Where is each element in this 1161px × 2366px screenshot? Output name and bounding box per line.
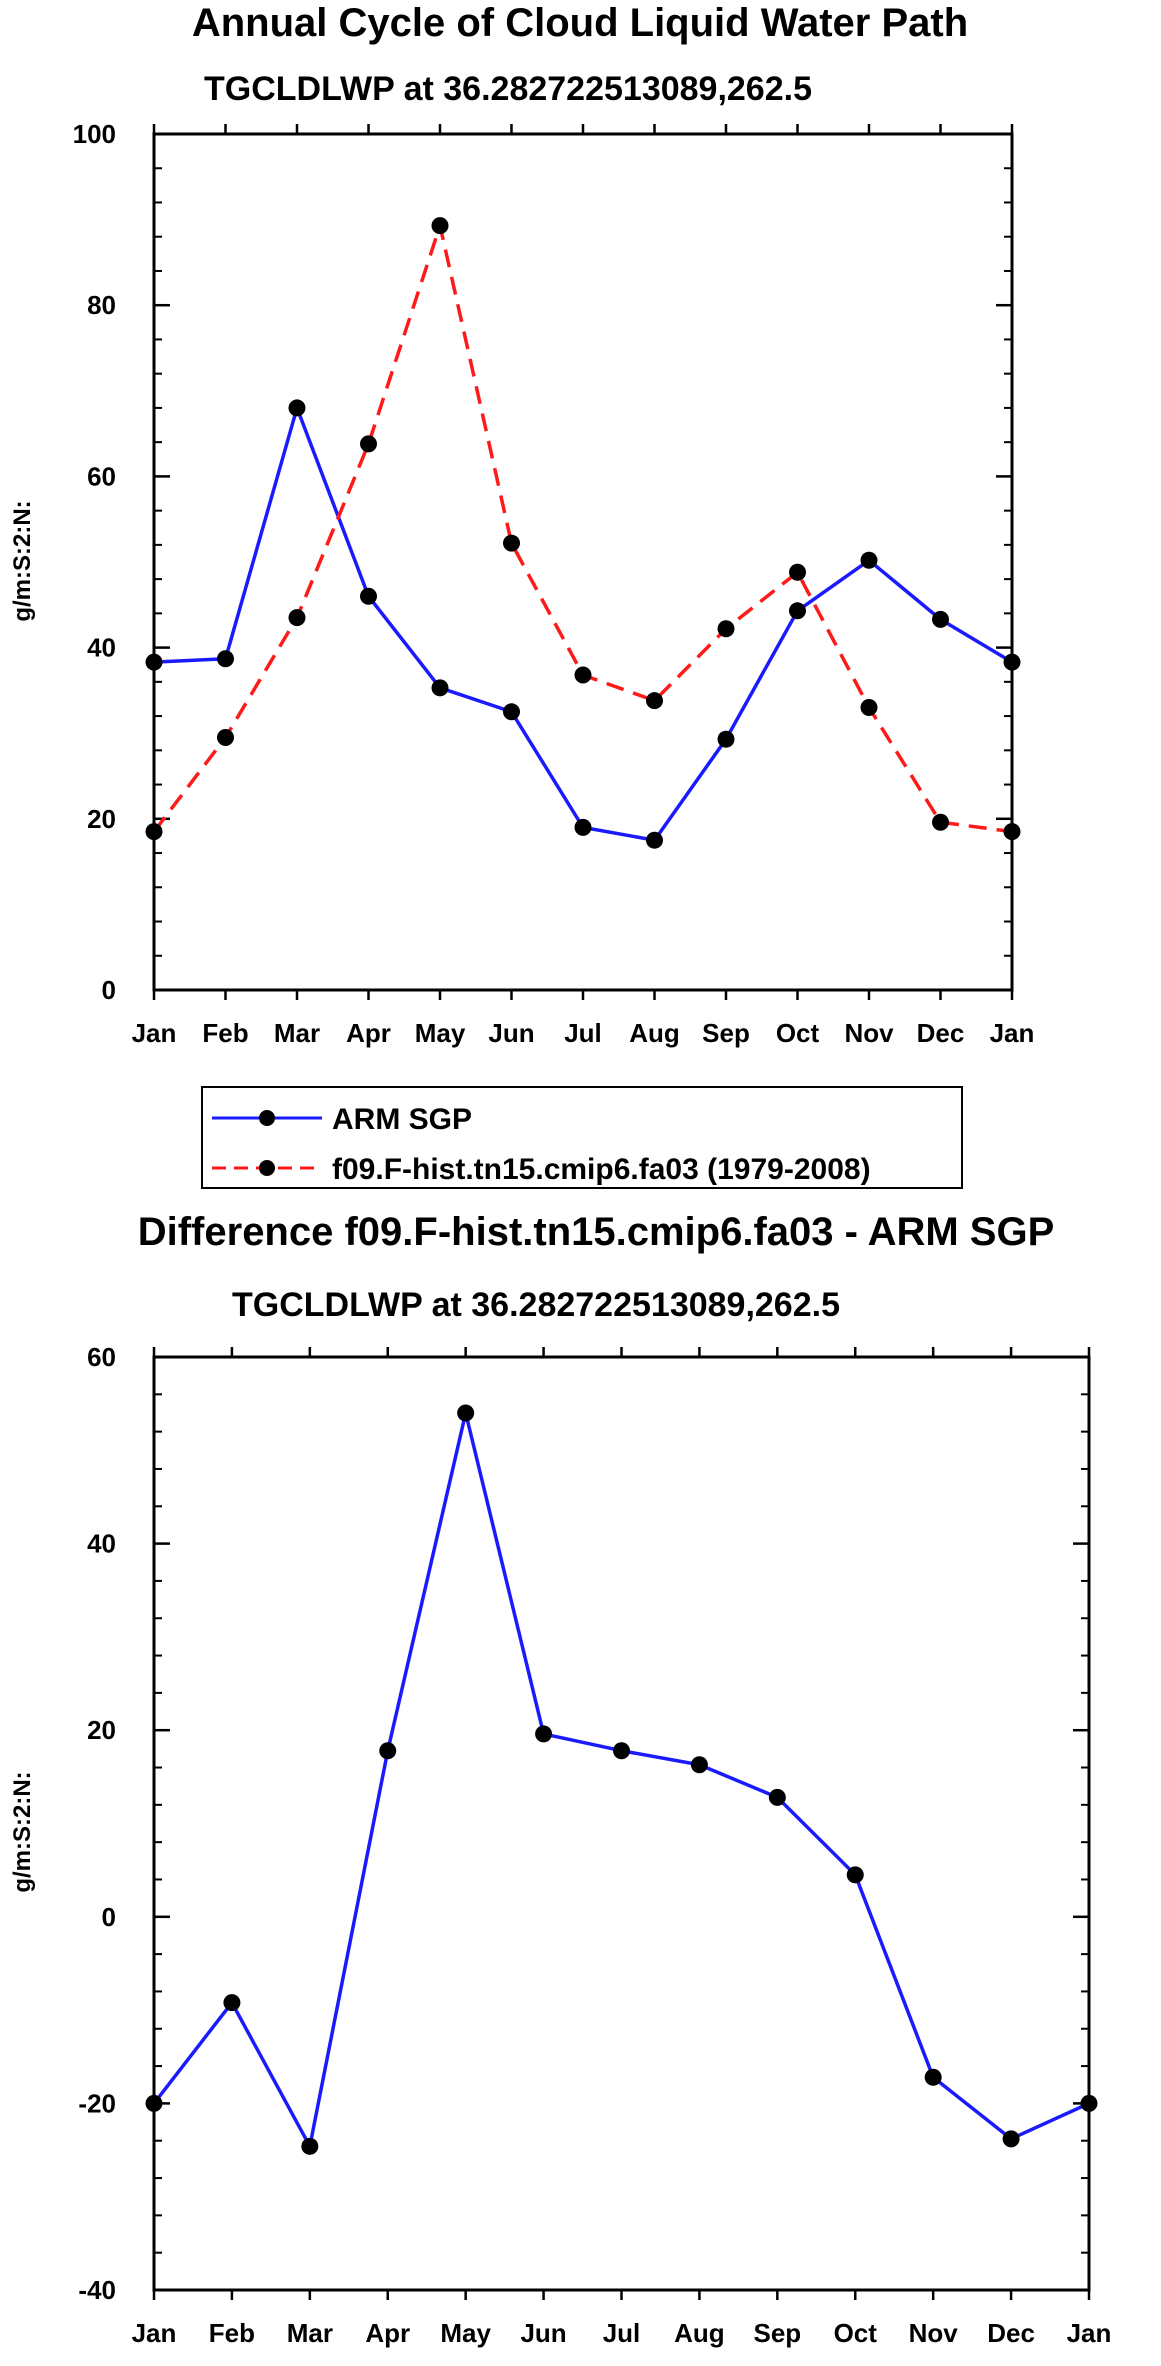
chart-1-xtick-label: Sep	[702, 1018, 750, 1048]
chart-1-ytick-label: 60	[87, 461, 116, 491]
chart-2-frame	[152, 1355, 1091, 2292]
chart-1-xtick-label: Jul	[564, 1018, 602, 1048]
chart-2-data-point	[301, 2137, 319, 2155]
chart-2-ytick-label: 60	[87, 1342, 116, 1372]
chart-1-xtick-label: Jan	[132, 1018, 177, 1048]
chart-1-data-point	[360, 435, 377, 453]
chart-1-subtitle: TGCLDLWP at 36.282722513089,262.5	[204, 70, 812, 108]
chart-2-xtick-label: Nov	[909, 2318, 959, 2348]
chart-2-y-axis-label: g/m:S:2:N:	[9, 1771, 36, 1892]
chart-1-frame	[152, 132, 1014, 992]
chart-1-data-point	[932, 813, 949, 831]
chart-2-plot-area: -40 -20 0 20 40 60 Jan Feb Mar Apr May Jun Jul Aug Sep…	[78, 1342, 1111, 2348]
chart-1-data-point	[288, 609, 306, 627]
chart-1-data-point	[789, 602, 806, 620]
chart-1-xtick-label: May	[415, 1018, 466, 1048]
chart-1-y-axis-label: g/m:S:2:N:	[9, 500, 36, 621]
chart-2-data-point	[379, 1742, 397, 1760]
chart-2-data-point	[145, 2094, 163, 2112]
chart-2-xtick-label: Jan	[132, 2318, 177, 2348]
chart-1-data-point	[217, 728, 234, 746]
chart-2-data-point	[1080, 2094, 1098, 2112]
chart-1-xtick-label: Feb	[202, 1018, 248, 1048]
chart-1-series-line-1	[152, 223, 1013, 834]
chart-1-plot-area: 0 20 40 60 80 100 Jan Feb Mar Apr May Jun Jul Aug Sep O…	[73, 119, 1035, 1048]
chart-2-title: Difference f09.F-hist.tn15.cmip6.fa03 - …	[138, 1210, 1055, 1254]
chart-1-xtick-label: Apr	[346, 1018, 391, 1048]
chart-2-data-point	[223, 1994, 241, 2012]
chart-1-data-point	[1003, 823, 1021, 841]
chart-2-xtick-label: Sep	[753, 2318, 801, 2348]
chart-2-xtick-label: Dec	[987, 2318, 1035, 2348]
chart-2-xtick-label: Oct	[834, 2318, 878, 2348]
chart-1-ytick-label: 100	[73, 119, 116, 149]
chart-2-ytick-label: 20	[87, 1715, 116, 1745]
chart-2-xtick-label: May	[440, 2318, 491, 2348]
chart-2-xtick-label: Jun	[520, 2318, 566, 2348]
chart-1-xtick-label: Aug	[629, 1018, 680, 1048]
chart-2-data-point	[846, 1866, 864, 1884]
chart-2-ytick-label: -40	[78, 2275, 116, 2305]
chart-2-data-point	[613, 1742, 630, 1760]
chart-1-xtick-label: Mar	[274, 1018, 320, 1048]
chart-2-xtick-label: Aug	[674, 2318, 725, 2348]
chart-1-xtick-label: Dec	[917, 1018, 965, 1048]
chart-2-data-point	[924, 2068, 942, 2086]
chart-1-legend: ARM SGP f09.F-hist.tn15.cmip6.fa03 (1979…	[201, 1086, 963, 1189]
chart-1-xtick-label: Jun	[488, 1018, 534, 1048]
chart-1-data-point	[288, 399, 306, 417]
chart-2-data-point	[535, 1725, 553, 1743]
chart-1-data-point	[574, 666, 592, 684]
chart-2-ytick-label: 0	[102, 1902, 116, 1932]
chart-1-data-point	[1003, 653, 1021, 671]
chart-1-data-point	[860, 551, 878, 569]
chart-1-xtick-label: Oct	[776, 1018, 820, 1048]
chart-1-data-point	[717, 730, 735, 748]
chart-2-subtitle: TGCLDLWP at 36.282722513089,262.5	[232, 1286, 840, 1324]
chart-2-xtick-label: Jan	[1067, 2318, 1112, 2348]
chart-2-xtick-label: Feb	[209, 2318, 255, 2348]
chart-1-data-point	[860, 699, 878, 717]
chart-2-xtick-label: Apr	[365, 2318, 410, 2348]
chart-1-data-point	[431, 217, 449, 235]
chart-1-data-point	[360, 587, 377, 605]
chart-1-data-point	[717, 620, 735, 638]
chart-1-title: Annual Cycle of Cloud Liquid Water Path	[192, 1, 968, 45]
chart-1-data-point	[145, 823, 163, 841]
legend-label-model: f09.F-hist.tn15.cmip6.fa03 (1979-2008)	[332, 1153, 871, 1186]
chart-1-xtick-label: Jan	[990, 1018, 1035, 1048]
chart-1-ytick-label: 40	[87, 633, 116, 663]
chart-1-ytick-label: 0	[102, 975, 116, 1005]
chart-1-data-point	[217, 650, 234, 668]
chart-2-data-point	[1002, 2130, 1020, 2148]
chart-1-data-point	[646, 692, 663, 710]
chart-1-data-point	[932, 610, 949, 628]
chart-2-series-line-0	[152, 1411, 1090, 2149]
chart-1-data-point	[503, 703, 520, 721]
chart-2-ytick-label: 40	[87, 1529, 116, 1559]
chart-1-series-line-0	[153, 406, 1013, 842]
chart-2-data-point	[768, 1788, 786, 1806]
legend-marker-arm-sgp	[259, 1110, 275, 1126]
chart-1-xtick-label: Nov	[844, 1018, 894, 1048]
chart-1-data-point	[789, 563, 806, 581]
chart-2-data-point	[457, 1404, 475, 1422]
chart-2-data-point	[690, 1756, 708, 1774]
chart-1-ytick-label: 20	[87, 804, 116, 834]
chart-1-data-point	[145, 653, 163, 671]
chart-1-data-point	[574, 818, 592, 836]
chart-2-xtick-label: Mar	[287, 2318, 333, 2348]
legend-marker-model	[259, 1160, 275, 1176]
legend-box	[201, 1086, 963, 1189]
chart-2-ytick-label: -20	[78, 2088, 116, 2118]
chart-1-data-point	[503, 534, 520, 552]
chart-1-ytick-label: 80	[87, 290, 116, 320]
chart-1-data-point	[646, 831, 663, 849]
legend-label-arm-sgp: ARM SGP	[332, 1103, 472, 1136]
chart-1-data-point	[431, 679, 449, 697]
chart-2-xtick-label: Jul	[603, 2318, 641, 2348]
